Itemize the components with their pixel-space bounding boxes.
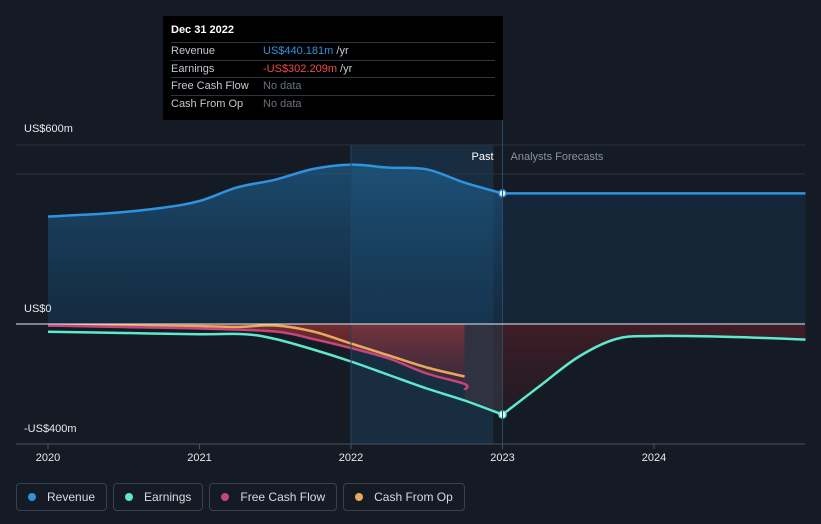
legend-item-free-cash-flow[interactable]: Free Cash Flow — [209, 483, 338, 511]
legend-item-revenue[interactable]: Revenue — [16, 483, 108, 511]
legend-item-cash-from-op[interactable]: Cash From Op — [343, 483, 465, 511]
revenue-past-area — [48, 164, 503, 324]
free-cash-flow-area — [48, 324, 468, 390]
free-cash-flow-dot-icon — [221, 493, 230, 501]
tooltip-row-earnings: Earnings -US$302.209m /yr — [171, 59, 495, 78]
cash-from-op-dot-icon — [355, 493, 364, 501]
tooltip-value-unit: /yr — [337, 62, 353, 75]
tooltip-label: Cash From Op — [171, 97, 244, 110]
legend-label: Free Cash Flow — [240, 490, 326, 504]
earnings-dot-icon — [125, 493, 134, 501]
y-tick-label: -US$400m — [24, 423, 77, 435]
tooltip-value: US$440.181m /yr — [263, 45, 349, 57]
x-tick-label: 2021 — [187, 452, 211, 464]
tooltip-label: Free Cash Flow — [171, 80, 249, 93]
area-fills — [48, 164, 806, 415]
tooltip-value-number: US$440.181m — [263, 45, 334, 58]
earnings-gap-area — [464, 324, 503, 415]
x-tick-label: 2024 — [642, 452, 666, 464]
tooltip-value: No data — [263, 97, 302, 110]
past-label: Past — [471, 151, 493, 163]
legend-label: Earnings — [144, 490, 192, 504]
legend: Revenue Earnings Free Cash Flow Cash Fro… — [16, 483, 471, 511]
tooltip-value-unit: /yr — [333, 45, 349, 58]
y-tick-label: US$0 — [24, 303, 52, 315]
legend-label: Revenue — [47, 490, 96, 504]
x-tick-label: 2020 — [36, 452, 60, 464]
y-tick-label: US$600m — [24, 123, 73, 135]
tooltip-value-number: -US$302.209m — [263, 62, 337, 75]
earnings-forecast-area — [502, 324, 806, 415]
axis-labels: US$600m US$0 -US$400m 2020 2021 2022 2023 2024 P… — [24, 123, 666, 464]
legend-item-earnings[interactable]: Earnings — [113, 483, 204, 511]
tooltip-label: Revenue — [171, 45, 216, 58]
legend-label: Cash From Op — [374, 490, 453, 504]
cash-from-op-line — [47, 324, 465, 378]
tooltip-row-free-cash-flow: Free Cash Flow No data — [171, 77, 495, 95]
x-tick-label: 2023 — [490, 452, 514, 464]
tooltip-row-cash-from-op: Cash From Op No data — [171, 94, 495, 113]
earnings-line — [47, 330, 503, 416]
tooltip-value: -US$302.209m /yr — [263, 63, 352, 75]
revenue-dot-icon — [28, 493, 36, 501]
x-tick-label: 2022 — [339, 452, 363, 464]
free-cash-flow-line — [47, 324, 469, 391]
tooltip-label: Earnings — [171, 62, 215, 75]
tooltip-value: No data — [263, 80, 302, 93]
tooltip: Dec 31 2022 Revenue US$440.181m /yr Earn… — [163, 16, 503, 120]
tooltip-row-revenue: Revenue US$440.181m /yr — [171, 42, 495, 60]
tooltip-date: Dec 31 2022 — [171, 24, 234, 36]
earnings-forecast-line — [501, 334, 806, 416]
revenue-line — [47, 163, 503, 218]
revenue-forecast-area — [502, 193, 806, 324]
axes — [16, 118, 805, 449]
forecast-label: Analysts Forecasts — [511, 151, 604, 163]
